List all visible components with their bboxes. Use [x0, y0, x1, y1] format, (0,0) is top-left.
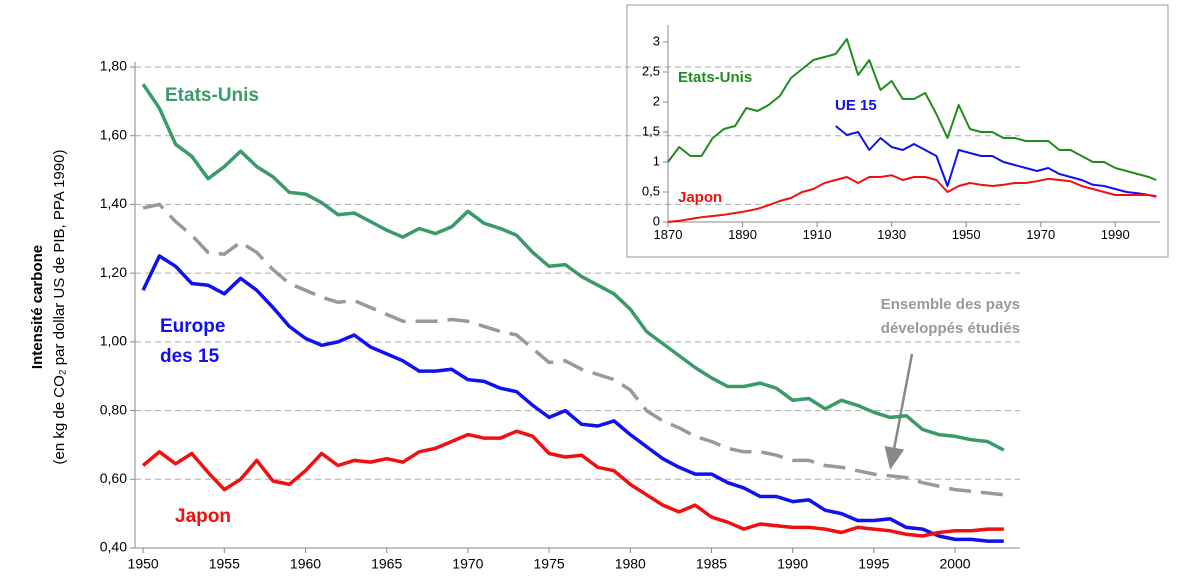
x-tick-label: 1870	[654, 227, 683, 242]
x-tick-label: 1970	[1026, 227, 1055, 242]
x-tick-label: 1970	[452, 555, 483, 571]
y-tick-label: 2	[653, 93, 660, 108]
x-tick-label: 1930	[877, 227, 906, 242]
series-label: Europe des 15	[160, 316, 225, 367]
x-tick-label: 1955	[209, 555, 240, 571]
x-tick-label: 1910	[803, 227, 832, 242]
series-line	[141, 429, 1004, 538]
x-tick-label: 1990	[1101, 227, 1130, 242]
x-tick-label: 1975	[534, 555, 565, 571]
y-tick-label: 1,80	[100, 58, 127, 74]
y-axis-title: Intensité carbone	[29, 245, 46, 369]
series-label: Ensemble des pays développés étudiés	[881, 296, 1020, 337]
y-tick-label: 2,5	[642, 63, 660, 78]
y-tick-label: 1,5	[642, 123, 660, 138]
x-tick-label: 1965	[371, 555, 402, 571]
series-label: Etats-Unis	[165, 85, 259, 106]
series-line	[141, 83, 1005, 452]
y-tick-label: 0	[653, 213, 660, 228]
x-tick-label: 1950	[952, 227, 981, 242]
y-tick-label: 0,60	[100, 470, 127, 486]
y-tick-label: 0,40	[100, 539, 127, 555]
series-label: Etats-Unis	[678, 69, 752, 86]
x-tick-label: 1890	[728, 227, 757, 242]
y-tick-label: 0,80	[100, 401, 127, 417]
x-tick-label: 2000	[939, 555, 970, 571]
y-tick-label: 0,5	[642, 183, 660, 198]
y-tick-label: 1,60	[100, 126, 127, 142]
x-tick-label: 1995	[858, 555, 889, 571]
y-tick-label: 1,00	[100, 333, 127, 349]
series-line	[667, 174, 1157, 223]
y-tick-label: 1	[653, 153, 660, 168]
x-tick-label: 1990	[777, 555, 808, 571]
x-tick-label: 1985	[696, 555, 727, 571]
x-tick-label: 1960	[290, 555, 321, 571]
series-label: Japon	[175, 506, 231, 527]
series-line	[667, 38, 1157, 181]
y-axis-subtitle: (en kg de CO₂ par dollar US de PIB, PPA …	[51, 150, 68, 465]
series-line	[141, 254, 1004, 543]
y-tick-label: 3	[653, 33, 660, 48]
x-tick-label: 1980	[615, 555, 646, 571]
series-label: UE 15	[835, 97, 877, 114]
x-tick-label: 1950	[128, 555, 159, 571]
y-tick-label: 1,20	[100, 264, 127, 280]
annotation-arrow	[884, 353, 914, 470]
y-tick-label: 1,40	[100, 195, 127, 211]
inset-frame	[626, 4, 1169, 258]
series-line	[835, 125, 1157, 198]
series-label: Japon	[678, 189, 722, 206]
series-line	[142, 202, 1004, 497]
